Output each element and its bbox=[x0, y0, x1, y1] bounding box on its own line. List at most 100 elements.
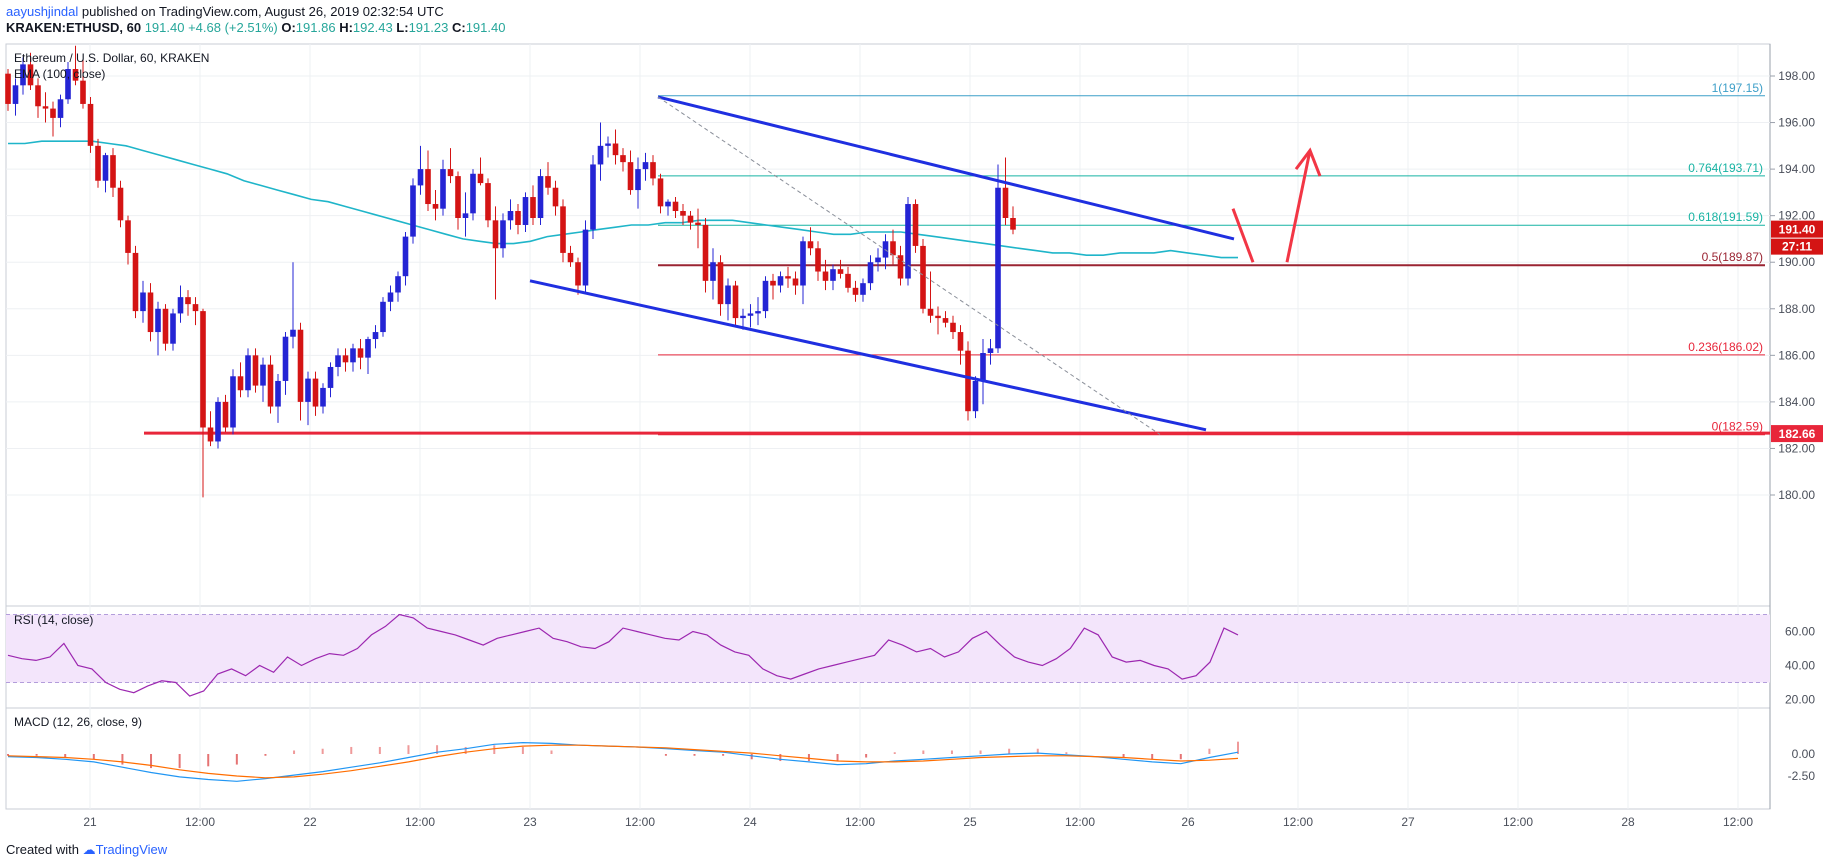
candle bbox=[860, 278, 866, 302]
declining-channel[interactable] bbox=[529, 95, 1235, 435]
author-link[interactable]: aayushjindal bbox=[6, 4, 79, 19]
candle-body bbox=[95, 145, 101, 181]
candle-body bbox=[702, 224, 709, 281]
candle bbox=[597, 122, 604, 181]
candle-body bbox=[260, 364, 266, 386]
candle bbox=[710, 248, 716, 300]
candle bbox=[507, 199, 514, 230]
candle bbox=[500, 213, 506, 258]
change-value: +4.68 (+2.51%) bbox=[188, 20, 278, 35]
candle-body bbox=[387, 292, 394, 302]
candle-body bbox=[912, 204, 919, 246]
time-axis: 21 12:00 22 12:00 23 12:00 24 12:00 25 12:00 26 12:… bbox=[83, 815, 1753, 829]
candle bbox=[230, 369, 236, 435]
candle bbox=[117, 180, 124, 228]
candle-body bbox=[320, 387, 326, 407]
candle bbox=[815, 241, 821, 281]
time-tick-label: 21 bbox=[83, 815, 97, 829]
time-tick-label: 28 bbox=[1621, 815, 1635, 829]
fib-level-label: 0.618(191.59) bbox=[1688, 210, 1763, 224]
price-tick-label: 188.00 bbox=[1778, 302, 1815, 316]
candle-body bbox=[642, 162, 649, 170]
candle-body bbox=[792, 278, 799, 286]
candle-body bbox=[987, 348, 994, 354]
candle bbox=[680, 204, 686, 225]
candle bbox=[530, 185, 536, 225]
candle bbox=[27, 52, 34, 90]
candle bbox=[920, 238, 926, 314]
price-tick-label: 192.00 bbox=[1778, 209, 1815, 223]
candle bbox=[447, 148, 454, 184]
candle bbox=[477, 157, 484, 186]
candle bbox=[12, 78, 19, 116]
candle-body bbox=[957, 332, 964, 351]
candle bbox=[605, 136, 611, 158]
price-tick-label: 198.00 bbox=[1778, 69, 1815, 83]
candle-body bbox=[42, 106, 49, 109]
candle bbox=[260, 357, 266, 402]
candle-body bbox=[27, 64, 34, 86]
tradingview-logo[interactable]: ☁TradingView bbox=[82, 842, 168, 857]
time-tick-label: 12:00 bbox=[185, 815, 215, 829]
candle bbox=[335, 348, 341, 377]
rsi-line bbox=[7, 613, 1239, 697]
candle-body bbox=[860, 283, 866, 295]
candle bbox=[515, 204, 521, 235]
candle bbox=[792, 271, 799, 295]
candle-body bbox=[890, 241, 896, 256]
low-value: 191.23 bbox=[408, 20, 449, 35]
candle bbox=[245, 348, 251, 398]
candle-body bbox=[477, 173, 484, 184]
candle bbox=[522, 192, 529, 232]
time-tick-label: 25 bbox=[963, 815, 977, 829]
candle bbox=[305, 371, 311, 426]
candle-body bbox=[522, 197, 529, 225]
candle bbox=[672, 197, 679, 218]
candle-body bbox=[50, 108, 56, 118]
candle bbox=[50, 101, 56, 137]
candles bbox=[5, 45, 1016, 498]
time-tick-label: 22 bbox=[303, 815, 317, 829]
candle-body bbox=[440, 169, 446, 209]
candle-body bbox=[425, 169, 431, 205]
candle-body bbox=[597, 145, 604, 165]
candle-body bbox=[402, 236, 409, 277]
candle bbox=[717, 255, 724, 316]
candle bbox=[957, 325, 964, 365]
chart-header: aayushjindal published on TradingView.co… bbox=[0, 0, 1828, 40]
candle-body bbox=[545, 176, 551, 188]
candle-body bbox=[995, 187, 1001, 349]
candle-body bbox=[335, 355, 341, 367]
fibonacci-retracement[interactable]: 1(197.15) 0.764(193.71) 0.618(191.59) 0.5(1… bbox=[658, 81, 1765, 436]
candle bbox=[785, 266, 791, 288]
candle-body bbox=[762, 280, 769, 312]
time-tick-label: 12:00 bbox=[1503, 815, 1533, 829]
candle-body bbox=[485, 183, 491, 221]
support-line[interactable]: 182.66 bbox=[144, 425, 1823, 443]
candle-body bbox=[327, 366, 334, 388]
candle-body bbox=[365, 339, 371, 358]
candle-body bbox=[755, 311, 761, 314]
candle-body bbox=[155, 308, 161, 333]
price-chart[interactable]: 60.00 40.00 20.00 0.00 -2.50 1(197.15) 0.764… bbox=[0, 40, 1828, 840]
candle bbox=[950, 315, 956, 340]
forecast-arrows[interactable] bbox=[1231, 147, 1322, 263]
time-tick-label: 24 bbox=[743, 815, 757, 829]
candle-body bbox=[372, 332, 379, 340]
candle-body bbox=[80, 80, 86, 104]
time-tick-label: 27 bbox=[1401, 815, 1415, 829]
candle bbox=[702, 217, 709, 293]
candle-body bbox=[830, 269, 836, 281]
candle-body bbox=[942, 318, 949, 323]
candle bbox=[485, 178, 491, 228]
macd-tick-label: -2.50 bbox=[1788, 769, 1816, 783]
candle bbox=[125, 215, 131, 265]
candle bbox=[462, 192, 469, 237]
candle bbox=[57, 94, 64, 128]
candle-body bbox=[687, 215, 694, 223]
open-value: 191.86 bbox=[295, 20, 336, 35]
candle-body bbox=[192, 304, 199, 312]
candle bbox=[852, 280, 859, 302]
candle bbox=[972, 376, 979, 419]
candle bbox=[282, 332, 289, 395]
